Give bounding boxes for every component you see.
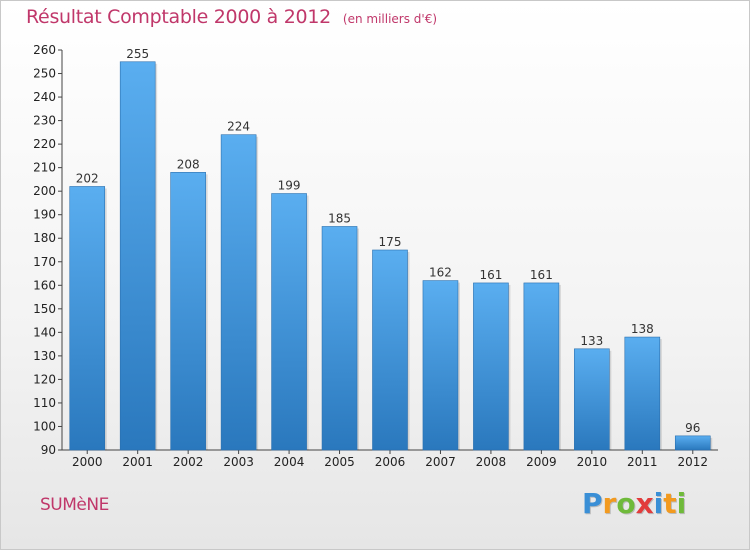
bar-value-label: 255 <box>126 47 149 61</box>
bar <box>473 282 509 451</box>
logo-letter: i <box>676 487 687 520</box>
chart-title-main: Résultat Comptable 2000 à 2012 <box>26 6 331 28</box>
bar-value-label: 96 <box>685 421 700 435</box>
bar <box>220 134 257 451</box>
bar <box>69 186 106 451</box>
logo-letter: P <box>582 487 603 520</box>
x-tick-label: 2010 <box>577 455 608 469</box>
bar-value-label: 208 <box>177 157 200 171</box>
y-tick-label: 220 <box>33 137 56 151</box>
x-tick-label: 2006 <box>375 455 406 469</box>
y-tick-label: 90 <box>41 443 56 457</box>
x-tick-label: 2001 <box>122 455 153 469</box>
y-tick-label: 100 <box>33 419 56 433</box>
bar <box>624 336 661 451</box>
y-tick-label: 240 <box>33 90 56 104</box>
bar <box>119 61 156 451</box>
chart-subtitle: (en milliers d'€) <box>342 12 438 26</box>
commune-name: SUMèNE <box>40 495 109 515</box>
bar-value-label: 161 <box>479 268 502 282</box>
y-tick-label: 180 <box>33 231 56 245</box>
x-tick-label: 2004 <box>274 455 305 469</box>
chart-title: Résultat Comptable 2000 à 2012 (en millie… <box>26 6 437 28</box>
bar-value-label: 224 <box>227 120 250 134</box>
y-tick-label: 110 <box>33 396 56 410</box>
x-tick-label: 2005 <box>324 455 355 469</box>
bar-value-label: 138 <box>631 322 654 336</box>
logo-letter: i <box>653 487 664 520</box>
bar <box>674 435 711 451</box>
y-tick-label: 120 <box>33 372 56 386</box>
bar <box>574 348 610 451</box>
bar <box>271 193 307 451</box>
bars: 202 255 208 224 199 185 175 162 161 161 133 138 96 <box>69 47 713 451</box>
bar-value-label: 185 <box>328 211 351 225</box>
bar <box>523 282 560 451</box>
bar <box>372 249 408 451</box>
y-tick-label: 230 <box>33 114 56 128</box>
proxiti-logo: Proxiti <box>582 487 686 520</box>
y-tick-label: 150 <box>33 302 56 316</box>
bar-value-label: 175 <box>379 235 402 249</box>
x-tick-label: 2003 <box>223 455 254 469</box>
x-tick-label: 2011 <box>627 455 658 469</box>
bar <box>422 280 459 451</box>
logo-letter: o <box>616 487 636 520</box>
logo-letter: r <box>602 487 617 520</box>
x-tick-label: 2008 <box>476 455 507 469</box>
x-tick-label: 2012 <box>677 455 708 469</box>
logo-letter: t <box>663 487 677 520</box>
y-tick-label: 200 <box>33 184 56 198</box>
bar-value-label: 199 <box>278 179 301 193</box>
x-tick-label: 2002 <box>173 455 204 469</box>
bar <box>170 172 206 451</box>
y-tick-label: 260 <box>33 43 56 57</box>
x-tick-label: 2009 <box>526 455 557 469</box>
y-tick-label: 160 <box>33 278 56 292</box>
axes: 90 100 110 120 130 140 150 160 170 180 190 200 210 22… <box>33 43 718 469</box>
x-tick-label: 2000 <box>72 455 103 469</box>
bar-value-label: 202 <box>76 171 99 185</box>
y-tick-label: 190 <box>33 208 56 222</box>
x-tick-label: 2007 <box>425 455 456 469</box>
y-tick-label: 140 <box>33 325 56 339</box>
logo-letter: x <box>635 487 654 520</box>
y-tick-label: 130 <box>33 349 56 363</box>
y-tick-label: 250 <box>33 67 56 81</box>
bar-value-label: 162 <box>429 266 452 280</box>
bar <box>321 226 358 451</box>
y-tick-label: 210 <box>33 161 56 175</box>
bar-value-label: 133 <box>580 334 603 348</box>
bar-value-label: 161 <box>530 268 553 282</box>
y-tick-label: 170 <box>33 255 56 269</box>
